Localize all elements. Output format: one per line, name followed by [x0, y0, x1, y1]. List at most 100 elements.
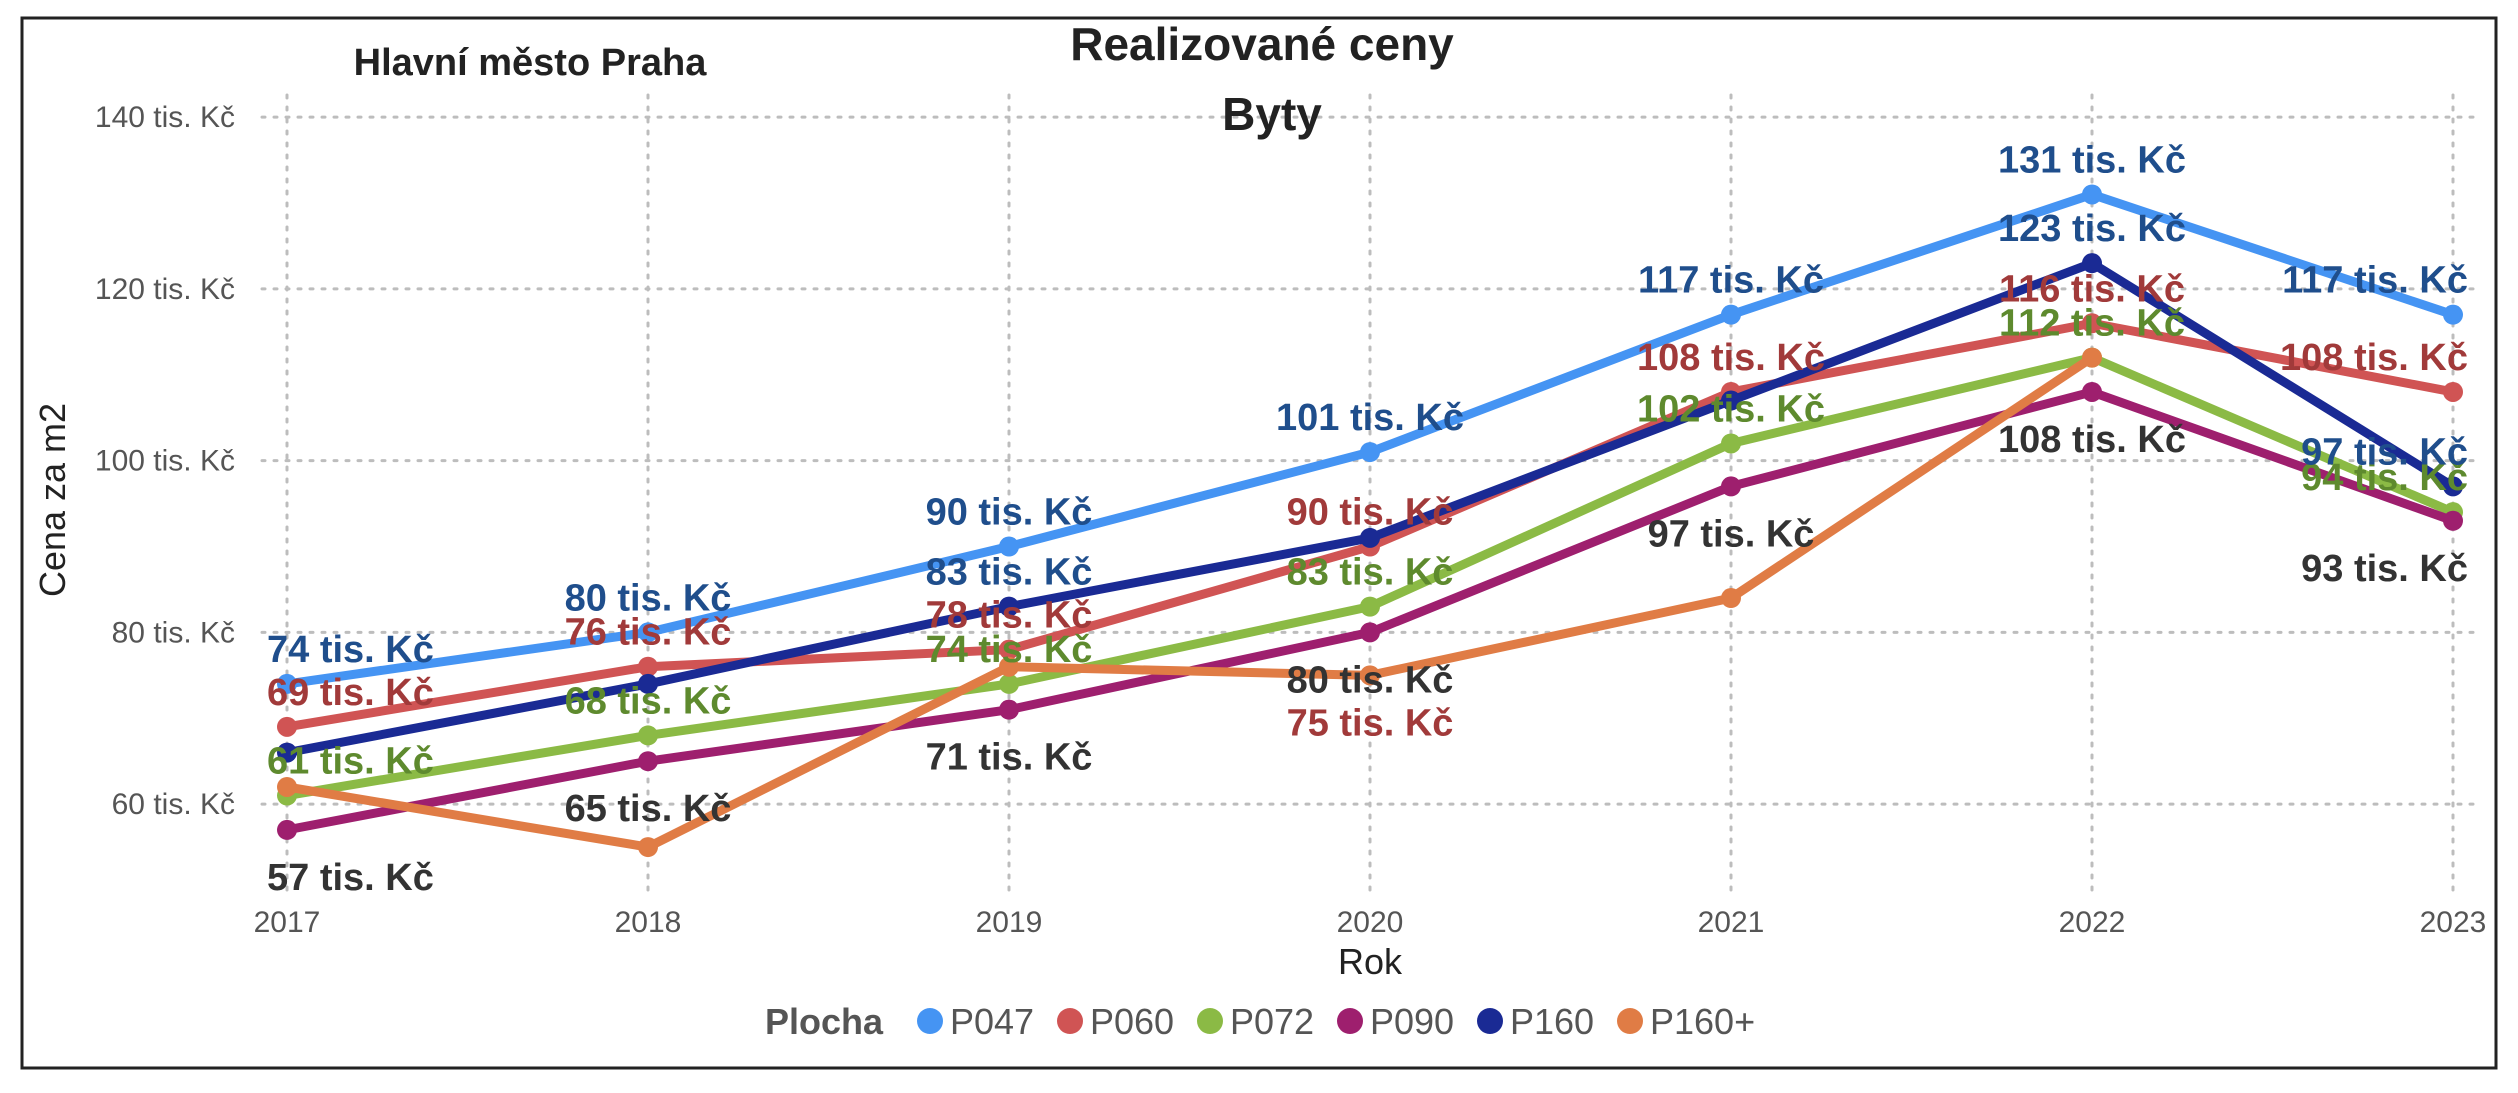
legend-marker — [1617, 1008, 1643, 1034]
data-label: 83 tis. Kč — [926, 552, 1093, 594]
x-tick-label: 2023 — [2420, 906, 2487, 939]
data-label: 117 tis. Kč — [2282, 260, 2468, 302]
series-line-p160-plus — [282, 353, 2097, 852]
data-point — [277, 742, 297, 763]
x-tick-label: 2019 — [976, 906, 1043, 939]
y-tick-label: 140 tis. Kč — [95, 101, 235, 134]
data-point — [277, 716, 297, 737]
data-label: 123 tis. Kč — [1998, 208, 2186, 250]
data-point — [2443, 510, 2463, 531]
data-point — [277, 673, 297, 694]
chart-subtitle: Byty — [1222, 88, 1322, 140]
data-label: 116 tis. Kč — [1999, 268, 2185, 310]
data-label: 74 tis. Kč — [926, 629, 1093, 671]
data-point — [2082, 381, 2102, 402]
chart-title: Realizované ceny — [1070, 18, 1454, 70]
series-lines — [277, 184, 2463, 858]
legend-label: P160 — [1510, 1001, 1594, 1042]
data-label: 83 tis. Kč — [1287, 552, 1454, 594]
y-axis-title: Cena za m2 — [32, 403, 73, 597]
legend-label: P060 — [1090, 1001, 1174, 1042]
data-label: 108 tis. Kč — [1637, 337, 1825, 379]
data-label: 90 tis. Kč — [1287, 492, 1454, 534]
data-point — [1721, 588, 1741, 609]
data-point — [1360, 442, 1380, 463]
data-point — [1721, 476, 1741, 497]
data-point — [638, 837, 658, 858]
data-label: 68 tis. Kč — [565, 680, 732, 722]
data-label: 75 tis. Kč — [1287, 702, 1454, 744]
data-point — [1721, 433, 1741, 454]
data-label: 97 tis. Kč — [1648, 513, 1815, 555]
data-point — [1360, 527, 1380, 548]
data-label: 71 tis. Kč — [926, 737, 1093, 779]
data-label: 94 tis. Kč — [2301, 457, 2468, 499]
data-point — [2443, 381, 2463, 402]
data-label: 80 tis. Kč — [1287, 659, 1454, 701]
legend-label: P072 — [1230, 1001, 1314, 1042]
data-point — [638, 656, 658, 677]
legend-title: Plocha — [765, 1001, 884, 1042]
data-point — [999, 656, 1019, 677]
data-label: 108 tis. Kč — [1998, 419, 2186, 461]
data-label: 74 tis. Kč — [267, 629, 434, 671]
data-label: 112 tis. Kč — [1999, 303, 2185, 345]
axes: 60 tis. Kč 80 tis. Kč 100 tis. Kč 120 tis. … — [95, 101, 2486, 939]
data-point — [2082, 313, 2102, 334]
data-labels: 74 tis. Kč 80 tis. Kč 90 tis. Kč 101 tis. K… — [267, 139, 2468, 898]
data-point — [999, 596, 1019, 617]
data-point — [1721, 304, 1741, 325]
y-tick-label: 60 tis. Kč — [112, 788, 235, 821]
data-point — [638, 725, 658, 746]
data-label: 101 tis. Kč — [1276, 397, 1464, 439]
y-tick-label: 100 tis. Kč — [95, 445, 235, 478]
data-label: 90 tis. Kč — [926, 492, 1093, 534]
data-label: 65 tis. Kč — [565, 788, 732, 830]
x-tick-label: 2018 — [615, 906, 682, 939]
legend-label: P090 — [1370, 1001, 1454, 1042]
x-tick-label: 2020 — [1337, 906, 1404, 939]
data-point — [277, 819, 297, 840]
legend-marker — [1337, 1008, 1363, 1034]
data-point — [999, 673, 1019, 694]
data-label: 131 tis. Kč — [1998, 139, 2186, 181]
y-tick-label: 80 tis. Kč — [112, 616, 235, 649]
data-point — [2082, 184, 2102, 205]
legend-label: P160+ — [1650, 1001, 1755, 1042]
data-label: 61 tis. Kč — [267, 741, 434, 783]
data-label: 117 tis. Kč — [1638, 260, 1824, 302]
data-point — [1360, 665, 1380, 686]
data-point — [2082, 347, 2102, 368]
data-point — [638, 622, 658, 643]
y-tick-label: 120 tis. Kč — [95, 273, 235, 306]
data-point — [638, 751, 658, 772]
data-label: 80 tis. Kč — [565, 577, 732, 619]
data-label: 76 tis. Kč — [565, 612, 732, 654]
region-label: Hlavní město Praha — [354, 42, 708, 84]
data-point — [638, 673, 658, 694]
legend-marker — [1057, 1008, 1083, 1034]
data-point — [277, 776, 297, 797]
legend: Plocha P047 P060 P072 P090 P160 P160+ — [765, 1001, 1755, 1042]
titles: Realizované ceny Byty Hlavní město Praha… — [32, 18, 1454, 982]
x-tick-label: 2022 — [2059, 906, 2126, 939]
data-point — [999, 639, 1019, 660]
data-label: 93 tis. Kč — [2301, 548, 2468, 590]
data-label: 78 tis. Kč — [926, 595, 1093, 637]
data-point — [999, 536, 1019, 557]
data-point — [999, 699, 1019, 720]
x-tick-label: 2017 — [254, 906, 321, 939]
data-label: 69 tis. Kč — [267, 672, 434, 714]
data-label: 102 tis. Kč — [1637, 388, 1825, 430]
data-point — [2082, 253, 2102, 274]
legend-marker — [1197, 1008, 1223, 1034]
data-point — [1360, 622, 1380, 643]
data-point — [1721, 390, 1741, 411]
data-point — [2443, 304, 2463, 325]
data-label: 97 tis. Kč — [2301, 431, 2468, 473]
legend-label: P047 — [950, 1001, 1034, 1042]
x-axis-title: Rok — [1338, 941, 1403, 982]
data-label: 57 tis. Kč — [267, 857, 434, 899]
